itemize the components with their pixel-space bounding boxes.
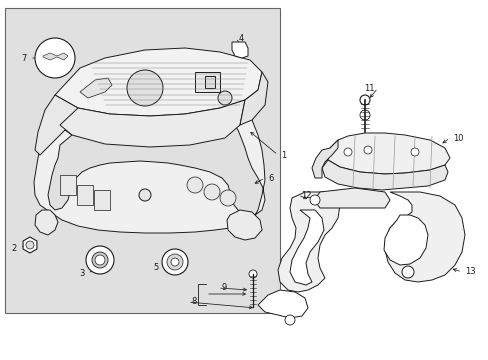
Circle shape bbox=[363, 146, 371, 154]
Circle shape bbox=[359, 95, 369, 105]
Polygon shape bbox=[55, 48, 262, 116]
Text: 6: 6 bbox=[267, 174, 273, 183]
Polygon shape bbox=[34, 100, 264, 233]
Circle shape bbox=[359, 110, 369, 120]
Text: 12: 12 bbox=[301, 190, 311, 199]
Text: 13: 13 bbox=[464, 267, 475, 276]
Circle shape bbox=[401, 266, 413, 278]
Polygon shape bbox=[240, 72, 267, 125]
Polygon shape bbox=[60, 100, 244, 147]
Text: 11: 11 bbox=[364, 84, 374, 93]
Text: 5: 5 bbox=[153, 264, 159, 273]
Polygon shape bbox=[94, 190, 110, 210]
Polygon shape bbox=[80, 78, 112, 98]
Text: 3: 3 bbox=[80, 270, 85, 279]
Circle shape bbox=[167, 254, 183, 270]
Polygon shape bbox=[23, 237, 37, 253]
Text: 10: 10 bbox=[452, 134, 463, 143]
Circle shape bbox=[343, 148, 351, 156]
Polygon shape bbox=[35, 210, 58, 235]
Circle shape bbox=[127, 70, 163, 106]
Circle shape bbox=[86, 246, 114, 274]
Circle shape bbox=[171, 258, 179, 266]
Polygon shape bbox=[384, 192, 464, 282]
Circle shape bbox=[35, 38, 75, 78]
Circle shape bbox=[26, 241, 34, 249]
Text: 9: 9 bbox=[221, 284, 226, 292]
Polygon shape bbox=[278, 192, 339, 292]
Circle shape bbox=[285, 315, 294, 325]
Circle shape bbox=[92, 252, 108, 268]
Polygon shape bbox=[195, 72, 220, 92]
Polygon shape bbox=[60, 175, 76, 195]
Circle shape bbox=[203, 184, 220, 200]
Polygon shape bbox=[258, 290, 307, 318]
Polygon shape bbox=[383, 215, 427, 265]
Text: 2: 2 bbox=[12, 243, 17, 252]
Polygon shape bbox=[226, 210, 262, 240]
Text: 1: 1 bbox=[281, 150, 285, 159]
Polygon shape bbox=[35, 95, 78, 155]
Polygon shape bbox=[311, 140, 337, 178]
Bar bbox=[5, 8, 280, 313]
Circle shape bbox=[162, 249, 187, 275]
Polygon shape bbox=[43, 53, 68, 60]
Circle shape bbox=[218, 91, 231, 105]
Circle shape bbox=[186, 177, 203, 193]
Circle shape bbox=[410, 148, 418, 156]
Polygon shape bbox=[289, 210, 324, 285]
Circle shape bbox=[309, 195, 319, 205]
Text: 7: 7 bbox=[21, 54, 27, 63]
Circle shape bbox=[248, 270, 257, 278]
Polygon shape bbox=[77, 185, 93, 205]
Text: 8: 8 bbox=[191, 297, 196, 306]
Polygon shape bbox=[321, 160, 447, 190]
Circle shape bbox=[95, 255, 105, 265]
Polygon shape bbox=[327, 133, 449, 174]
Polygon shape bbox=[231, 42, 247, 58]
Text: 4: 4 bbox=[239, 33, 244, 42]
Circle shape bbox=[220, 190, 236, 206]
Polygon shape bbox=[204, 76, 215, 88]
Circle shape bbox=[139, 189, 151, 201]
Polygon shape bbox=[313, 188, 389, 208]
